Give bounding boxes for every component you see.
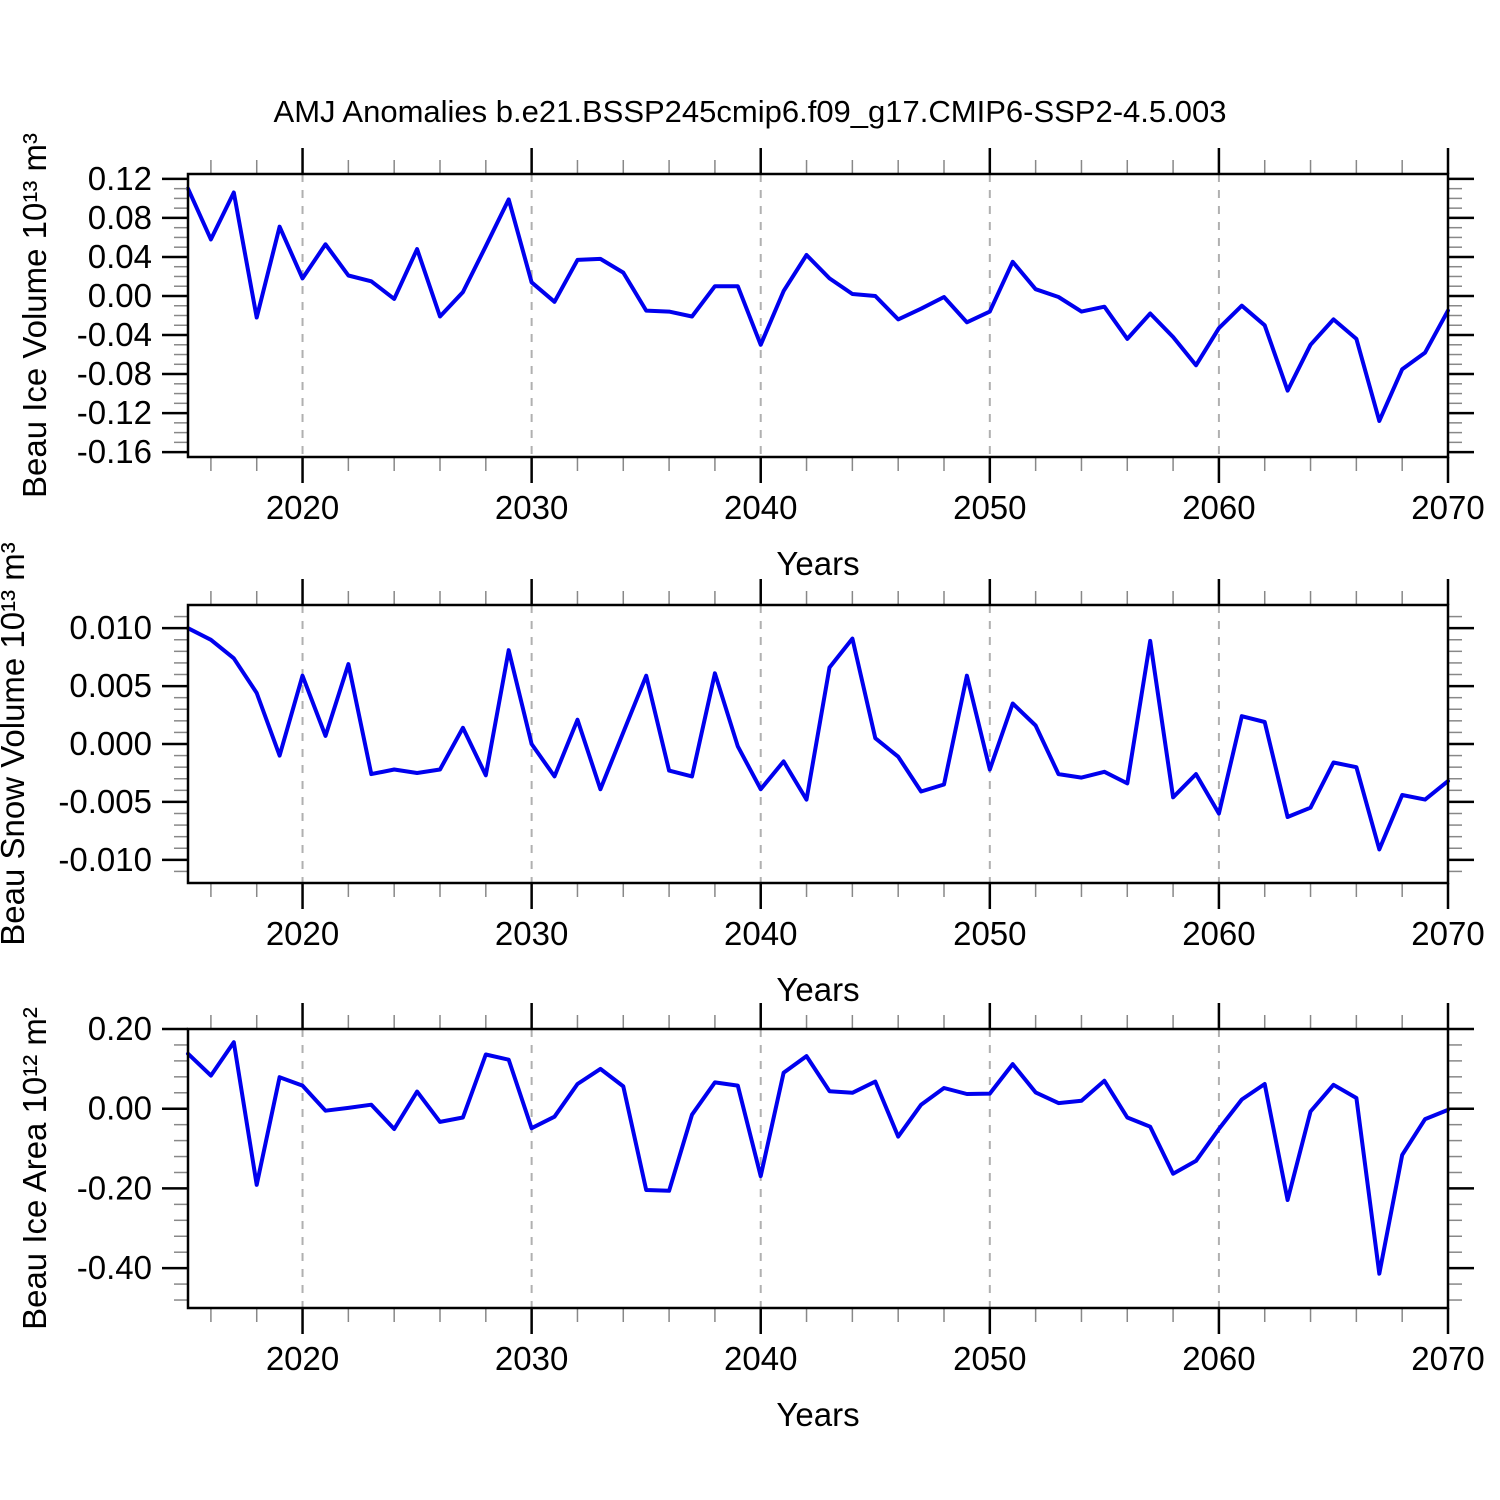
axis-box <box>186 172 1450 459</box>
axis-box <box>186 603 1450 885</box>
y-tick-label: -0.16 <box>77 433 152 470</box>
y-tick-label: -0.40 <box>77 1249 152 1286</box>
y-tick-label: 0.00 <box>88 1090 152 1127</box>
x-axis-title: Years <box>776 545 859 582</box>
y-axis-title: Beau Snow Volume 10¹³ m³ <box>0 542 31 946</box>
x-tick-label: 2020 <box>266 915 339 952</box>
x-tick-label: 2030 <box>495 915 568 952</box>
x-tick-label: 2020 <box>266 489 339 526</box>
data-line-beau-ice-volume <box>186 186 1450 423</box>
x-tick-label: 2070 <box>1411 489 1484 526</box>
y-tick-label: 0.005 <box>69 667 152 704</box>
charts-group: 2020 2030 2040 2050 2060 20700.120.080.040.00… <box>0 133 1485 1433</box>
y-tick-label: -0.005 <box>58 783 152 820</box>
y-axis-title: Beau Ice Volume 10¹³ m³ <box>16 133 53 498</box>
y-axis-title: Beau Ice Area 10¹² m² <box>16 1007 53 1330</box>
y-tick-label: 0.000 <box>69 725 152 762</box>
y-tick-label: 0.04 <box>88 238 152 275</box>
y-tick-label: -0.20 <box>77 1169 152 1206</box>
y-tick-label: 0.20 <box>88 1010 152 1047</box>
x-tick-label: 2070 <box>1411 915 1484 952</box>
x-tick-label: 2060 <box>1182 915 1255 952</box>
data-line-beau-ice-area <box>186 1040 1450 1276</box>
y-tick-label: -0.08 <box>77 355 152 392</box>
y-tick-label: -0.04 <box>77 316 152 353</box>
figure-title: AMJ Anomalies b.e21.BSSP245cmip6.f09_g17… <box>274 94 1227 129</box>
x-tick-label: 2030 <box>495 489 568 526</box>
x-tick-label: 2040 <box>724 1340 797 1377</box>
x-tick-label: 2060 <box>1182 489 1255 526</box>
x-tick-label: 2050 <box>953 1340 1026 1377</box>
x-tick-label: 2040 <box>724 915 797 952</box>
y-tick-label: -0.010 <box>58 841 152 878</box>
x-tick-label: 2020 <box>266 1340 339 1377</box>
y-tick-label: 0.08 <box>88 199 152 236</box>
x-axis-title: Years <box>776 1396 859 1433</box>
axis-box <box>186 1027 1450 1310</box>
x-tick-label: 2050 <box>953 489 1026 526</box>
data-line-beau-snow-volume <box>186 626 1450 852</box>
y-tick-label: 0.010 <box>69 609 152 646</box>
x-axis-title: Years <box>776 971 859 1008</box>
x-tick-label: 2040 <box>724 489 797 526</box>
y-tick-label: 0.00 <box>88 277 152 314</box>
x-tick-label: 2060 <box>1182 1340 1255 1377</box>
x-tick-label: 2030 <box>495 1340 568 1377</box>
x-tick-label: 2050 <box>953 915 1026 952</box>
y-tick-label: -0.12 <box>77 394 152 431</box>
x-tick-label: 2070 <box>1411 1340 1484 1377</box>
y-tick-label: 0.12 <box>88 160 152 197</box>
